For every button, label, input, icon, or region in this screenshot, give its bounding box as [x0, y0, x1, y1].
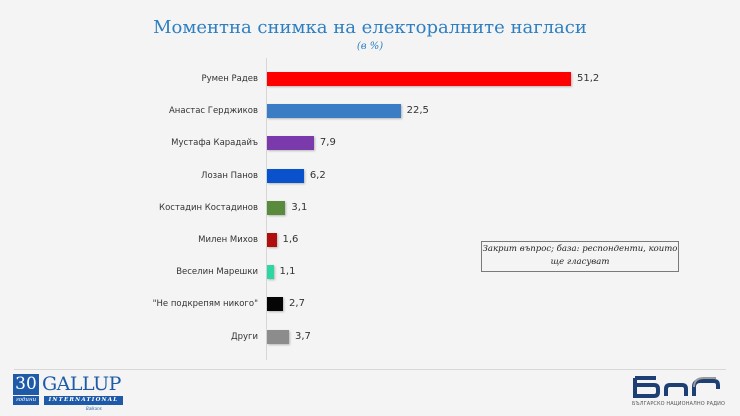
bnr-logo-icon	[633, 376, 720, 398]
category-label: Веселин Марешки	[176, 267, 258, 278]
gallup-years: 30	[13, 374, 39, 395]
value-label: 2,7	[289, 298, 305, 310]
value-label: 3,7	[294, 330, 311, 342]
gallup-region: Balkans	[86, 406, 102, 411]
bar	[267, 233, 277, 247]
bar-row: Анастас Герджиков 22,5	[0, 104, 740, 119]
bar-row: Лозан Панов 6,2	[0, 168, 740, 183]
bar-row: "Не подкрепям никого" 2,7	[0, 297, 740, 312]
category-label: Костадин Костадинов	[159, 202, 258, 213]
category-label: Румен Радев	[201, 74, 258, 84]
bar	[267, 200, 286, 215]
y-axis-line	[266, 58, 267, 360]
bar-row: Веселин Марешки 1,1	[0, 265, 740, 280]
footer-divider	[14, 369, 726, 370]
bar	[267, 265, 274, 280]
chart-subtitle: (в %)	[356, 41, 384, 52]
gallup-years-label: години	[13, 396, 39, 405]
bnr-subtitle: БЪЛГАРСКО НАЦИОНАЛНО РАДИО	[632, 401, 725, 407]
value-label: 7,9	[319, 137, 336, 149]
gallup-brand: GALLUP	[42, 373, 121, 395]
category-label: Лозан Панов	[201, 170, 258, 181]
value-label: 3,1	[291, 201, 308, 213]
bar	[267, 72, 571, 86]
category-label: Мустафа Карадайъ	[171, 138, 258, 149]
gallup-international: INTERNATIONAL	[44, 396, 123, 405]
value-label: 6,2	[309, 169, 326, 181]
bar	[267, 329, 289, 344]
chart-title: Моментна снимка на електоралните нагласи	[153, 17, 587, 38]
value-label: 1,6	[282, 234, 299, 245]
methodology-note: Закрит въпрос; база: респонденти, които …	[481, 241, 679, 272]
value-label: 51,2	[577, 73, 600, 84]
bar	[267, 297, 284, 312]
category-label: "Не подкрепям никого"	[152, 299, 258, 310]
category-label: Анастас Герджиков	[168, 106, 258, 117]
bar	[267, 168, 304, 183]
bar-row: Милен Михов 1,6	[0, 233, 740, 247]
bnr-logo: БЪЛГАРСКО НАЦИОНАЛНО РАДИО	[632, 375, 725, 411]
category-label: Милен Михов	[198, 235, 258, 245]
bar-row: Други 3,7	[0, 329, 740, 344]
bar-row: Мустафа Карадайъ 7,9	[0, 136, 740, 151]
category-label: Други	[230, 331, 258, 342]
bar-row: Румен Радев 51,2	[0, 72, 740, 86]
bar	[267, 104, 401, 119]
bar-row: Костадин Костадинов 3,1	[0, 200, 740, 215]
value-label: 22,5	[406, 105, 429, 117]
bar	[267, 136, 314, 151]
value-label: 1,1	[279, 266, 296, 278]
gallup-logo: 30 години GALLUP INTERNATIONAL Balkans	[13, 373, 133, 411]
